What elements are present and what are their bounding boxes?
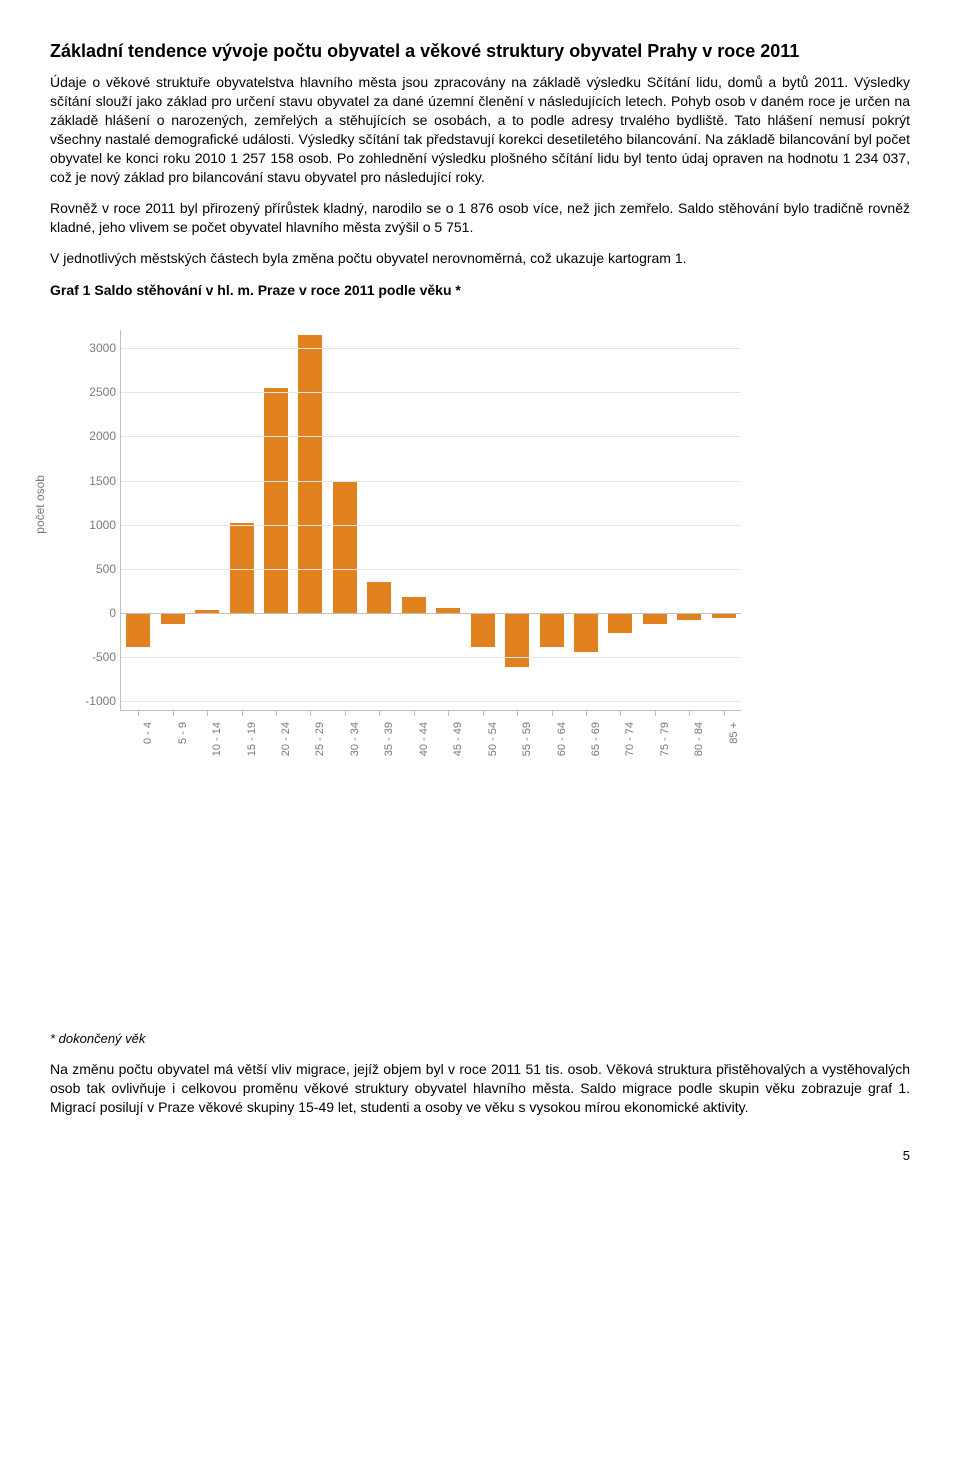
- gridline: [121, 436, 741, 437]
- y-tick-label: 500: [80, 561, 116, 577]
- x-tick-label: 0 - 4: [141, 722, 156, 782]
- gridline: [121, 481, 741, 482]
- x-tick-label: 45 - 49: [451, 722, 466, 782]
- x-tick-label: 15 - 19: [245, 722, 260, 782]
- gridline: [121, 392, 741, 393]
- bar: [677, 613, 701, 620]
- y-tick-label: -500: [80, 649, 116, 665]
- gridline: [121, 569, 741, 570]
- y-tick-label: 0: [80, 605, 116, 621]
- bar: [643, 613, 667, 624]
- y-tick-label: 3000: [80, 340, 116, 356]
- bar: [298, 335, 322, 613]
- x-tick-label: 85 +: [727, 722, 742, 782]
- y-tick-label: -1000: [80, 693, 116, 709]
- gridline: [121, 525, 741, 526]
- x-tick-label: 25 - 29: [313, 722, 328, 782]
- x-tick-label: 50 - 54: [486, 722, 501, 782]
- zero-line: [121, 613, 741, 614]
- x-tick-label: 55 - 59: [520, 722, 535, 782]
- paragraph-4: Na změnu počtu obyvatel má větší vliv mi…: [50, 1060, 910, 1117]
- bar: [264, 388, 288, 613]
- y-tick-label: 1000: [80, 517, 116, 533]
- migration-bar-chart: počet osob 0 - 45 - 910 - 1415 - 1920 - …: [50, 320, 770, 790]
- bar: [471, 613, 495, 647]
- bar: [574, 613, 598, 652]
- bar: [402, 597, 426, 613]
- x-tick-label: 10 - 14: [210, 722, 225, 782]
- bar: [161, 613, 185, 624]
- paragraph-1: Údaje o věkové struktuře obyvatelstva hl…: [50, 73, 910, 186]
- paragraph-3: V jednotlivých městských částech byla zm…: [50, 249, 910, 268]
- page-title: Základní tendence vývoje počtu obyvatel …: [50, 40, 910, 63]
- x-tick-label: 20 - 24: [279, 722, 294, 782]
- chart-bars: [121, 330, 741, 710]
- x-tick-label: 60 - 64: [555, 722, 570, 782]
- x-tick-label: 30 - 34: [348, 722, 363, 782]
- y-tick-label: 2500: [80, 384, 116, 400]
- bar: [126, 613, 150, 647]
- gridline: [121, 348, 741, 349]
- gridline: [121, 657, 741, 658]
- gridline: [121, 701, 741, 702]
- x-tick-label: 80 - 84: [692, 722, 707, 782]
- chart-title: Graf 1 Saldo stěhování v hl. m. Praze v …: [50, 281, 910, 300]
- bar: [608, 613, 632, 632]
- bar: [333, 481, 357, 613]
- chart-x-labels: 0 - 45 - 910 - 1415 - 1920 - 2425 - 2930…: [120, 716, 740, 776]
- x-tick-label: 65 - 69: [589, 722, 604, 782]
- bar: [540, 613, 564, 647]
- x-tick-label: 75 - 79: [658, 722, 673, 782]
- bar: [367, 582, 391, 613]
- x-tick-label: 35 - 39: [382, 722, 397, 782]
- x-tick-label: 40 - 44: [417, 722, 432, 782]
- x-tick-label: 70 - 74: [623, 722, 638, 782]
- x-tick-label: 5 - 9: [176, 722, 191, 782]
- y-tick-label: 2000: [80, 428, 116, 444]
- y-axis-label: počet osob: [32, 475, 48, 534]
- chart-plot-area: [120, 330, 741, 711]
- bar: [505, 613, 529, 667]
- paragraph-2: Rovněž v roce 2011 byl přirozený přírůst…: [50, 199, 910, 237]
- chart-footnote: * dokončený věk: [50, 1030, 910, 1048]
- y-tick-label: 1500: [80, 472, 116, 488]
- page-number: 5: [50, 1147, 910, 1165]
